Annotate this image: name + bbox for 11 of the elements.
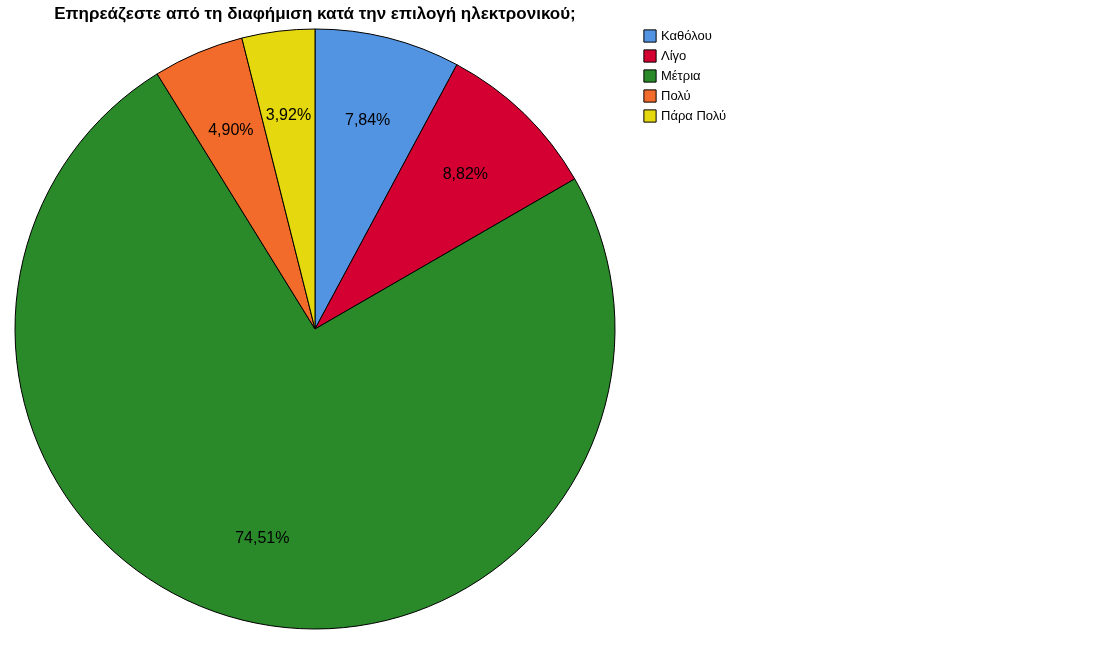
legend-label: Πολύ bbox=[661, 88, 691, 103]
data-label: 8,82% bbox=[442, 164, 489, 182]
data-label: 4,90% bbox=[208, 121, 254, 139]
data-label: 74,51% bbox=[235, 529, 290, 547]
legend-label: Καθόλου bbox=[661, 28, 712, 43]
legend-label: Πάρα Πολύ bbox=[661, 108, 727, 123]
chart-title: Επηρεάζεστε από τη διαφήμιση κατά την επιλογή ηλεκτρονικού; bbox=[54, 4, 576, 23]
data-label: 7,84% bbox=[344, 110, 391, 128]
legend-label: Μέτρια bbox=[661, 68, 702, 83]
data-label: 3,92% bbox=[265, 105, 312, 123]
legend-label: Λίγο bbox=[661, 48, 687, 63]
